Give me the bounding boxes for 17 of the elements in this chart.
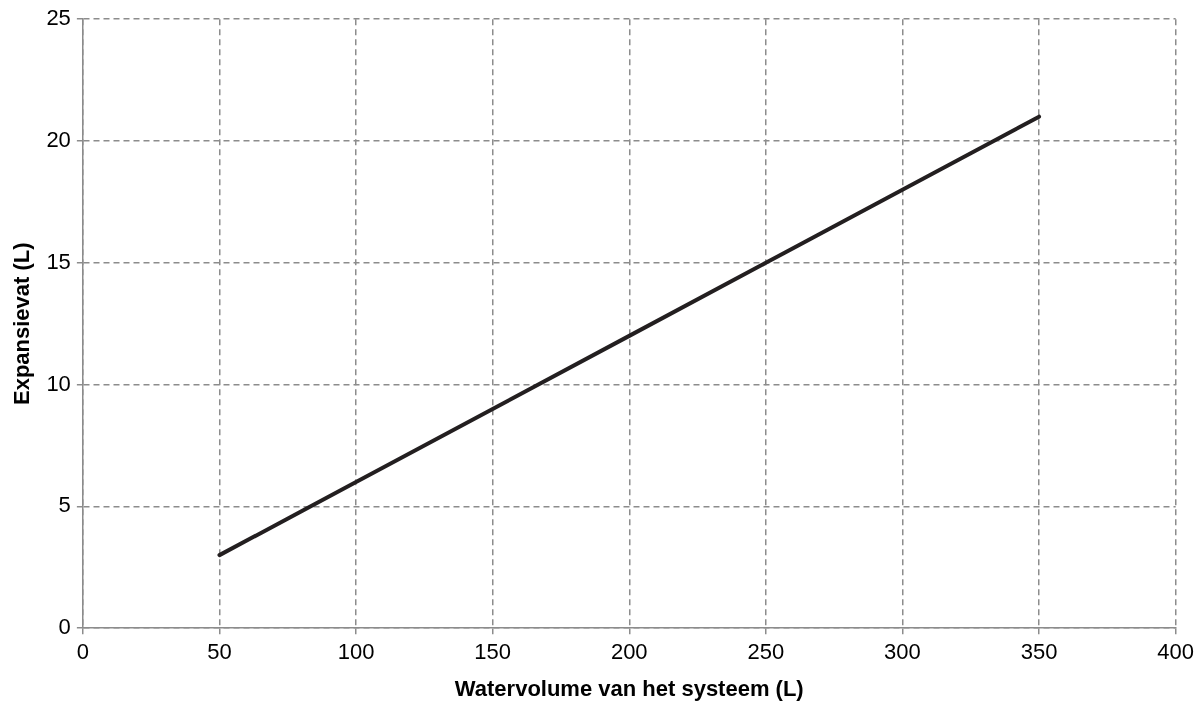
- y-tick-label: 20: [46, 127, 71, 153]
- x-tick-label: 100: [337, 639, 375, 665]
- x-tick-label: 200: [610, 639, 648, 665]
- y-tick-label: 5: [58, 492, 71, 518]
- y-axis-title: Expansievat (L): [9, 242, 35, 405]
- y-tick-label: 10: [46, 370, 71, 396]
- x-tick-label: 50: [207, 639, 232, 665]
- x-axis-title: Watervolume van het systeem (L): [454, 675, 804, 701]
- x-tick-label: 350: [1020, 639, 1058, 665]
- x-tick-label: 150: [474, 639, 512, 665]
- x-tick-label: 250: [747, 639, 785, 665]
- x-tick-label: 0: [76, 639, 89, 665]
- x-tick-label: 300: [884, 639, 921, 665]
- y-tick-label: 0: [58, 614, 71, 640]
- x-tick-label: 400: [1157, 639, 1195, 665]
- y-tick-label: 15: [46, 248, 71, 274]
- y-tick-label: 25: [46, 5, 71, 31]
